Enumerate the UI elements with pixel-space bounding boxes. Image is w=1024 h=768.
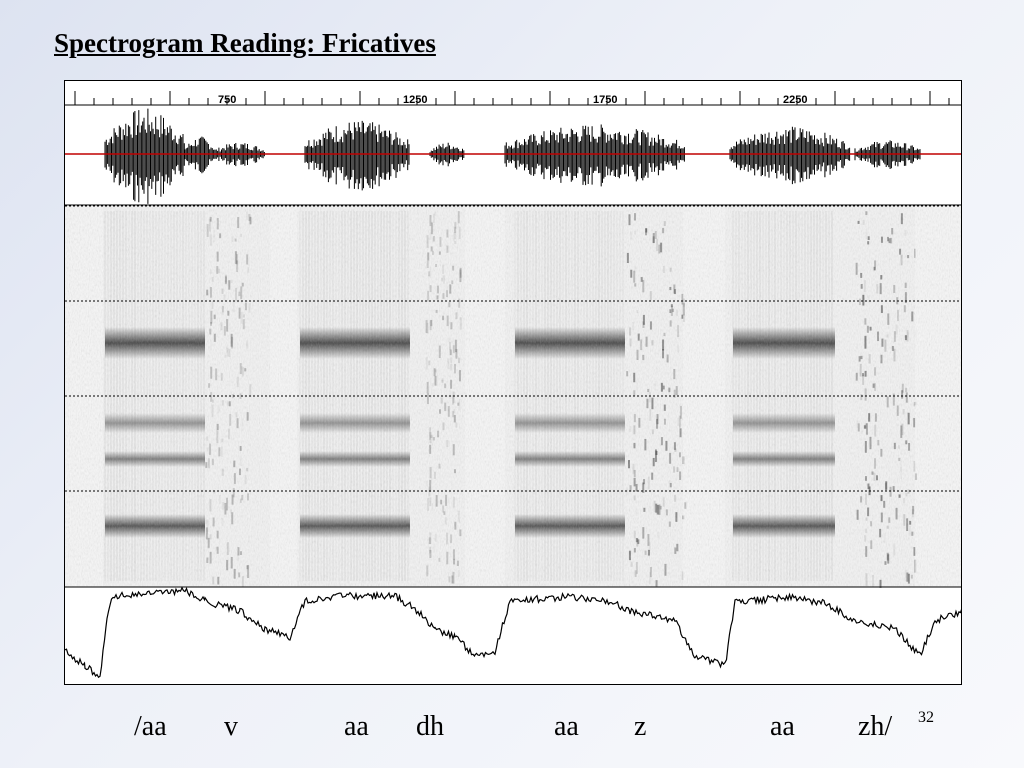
phone-label-dh: dh <box>416 711 444 742</box>
phone-label-aa-1: /aa <box>134 711 167 742</box>
phone-label-aa-3: aa <box>554 711 579 742</box>
time-tick-750: 750 <box>218 94 236 106</box>
time-axis: 750 1250 1750 2250 <box>65 91 961 106</box>
waveform-panel <box>65 108 961 206</box>
phone-label-zh: zh/ <box>858 711 893 742</box>
slide-title: Spectrogram Reading: Fricatives <box>54 28 436 58</box>
time-tick-2250: 2250 <box>783 94 807 106</box>
spectrogram-figure: 750 1250 1750 2250 <box>64 80 962 685</box>
phone-label-z: z <box>634 711 647 742</box>
spectrogram-panel <box>65 205 961 588</box>
energy-panel <box>65 586 961 679</box>
slide-number: 32 <box>918 709 934 726</box>
time-tick-1250: 1250 <box>403 94 427 106</box>
phone-label-aa-2: aa <box>344 711 369 742</box>
phone-label-aa-4: aa <box>770 711 795 742</box>
time-tick-1750: 1750 <box>593 94 617 106</box>
phone-label-v: v <box>224 711 238 742</box>
